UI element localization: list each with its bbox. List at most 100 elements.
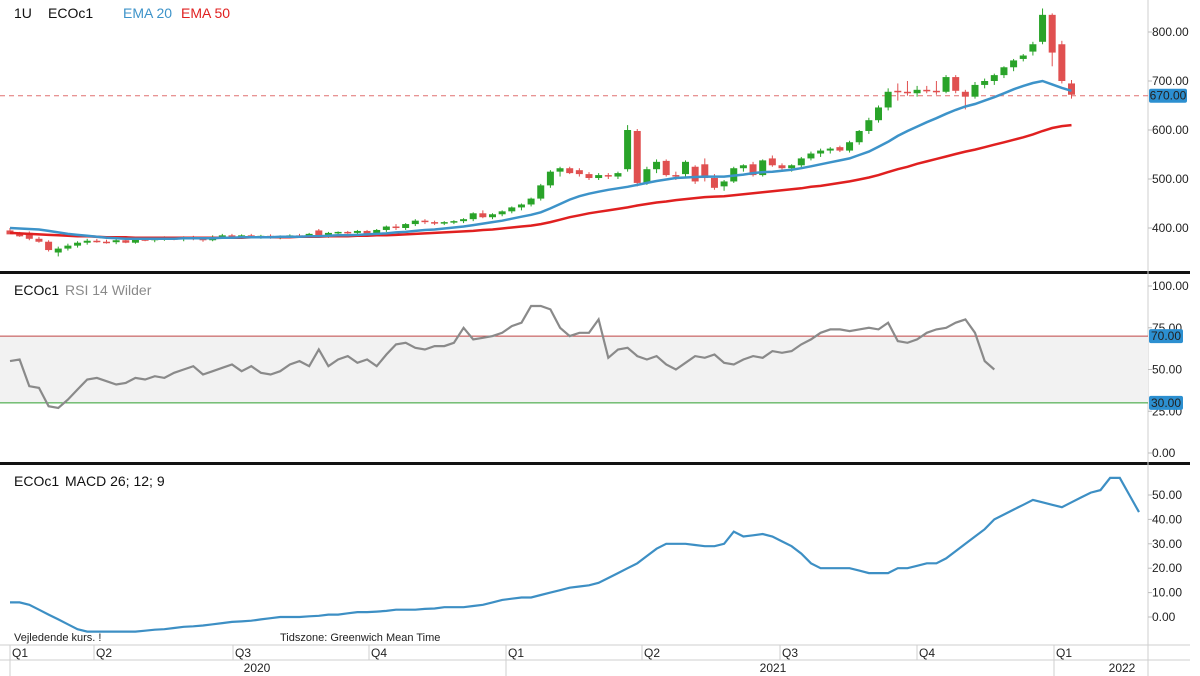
- ref-level-label: 670.00: [1150, 89, 1187, 103]
- candle-body: [74, 242, 82, 246]
- candle-body: [16, 234, 24, 237]
- macd-indicator-label[interactable]: MACD 26; 12; 9: [65, 473, 165, 489]
- candle: [836, 145, 844, 153]
- candle-body: [701, 164, 709, 179]
- candle-body: [508, 207, 516, 212]
- candle-body: [913, 89, 921, 94]
- candle: [1048, 13, 1056, 67]
- candle: [942, 75, 950, 94]
- macd-symbol-label[interactable]: ECOc1: [14, 473, 59, 489]
- candle-body: [363, 230, 371, 234]
- candle: [489, 213, 496, 220]
- candle-body: [903, 91, 911, 94]
- ema20-legend-label[interactable]: EMA 20: [123, 5, 172, 21]
- panel-divider: [0, 271, 1190, 274]
- candle: [508, 206, 516, 214]
- candle-body: [1058, 44, 1066, 81]
- candle-body: [83, 240, 91, 243]
- rsi-neutral-band: [0, 336, 1148, 403]
- candle-body: [64, 245, 72, 249]
- candle-body: [990, 75, 998, 81]
- macd-y-tick-label: 10.00: [1152, 586, 1182, 600]
- candle: [739, 164, 747, 172]
- candle-body: [469, 213, 477, 220]
- candle-body: [759, 160, 767, 176]
- candle-body: [546, 171, 554, 186]
- candle: [440, 221, 448, 226]
- candle: [1019, 54, 1027, 62]
- candle-body: [112, 240, 120, 243]
- candle: [903, 81, 911, 96]
- rsi-line: [9, 304, 996, 410]
- candle-body: [653, 161, 661, 170]
- rsi-symbol-label[interactable]: ECOc1: [14, 282, 59, 298]
- candle: [653, 159, 661, 174]
- quarter-label: Q4: [919, 646, 935, 660]
- symbol-label[interactable]: ECOc1: [48, 5, 93, 21]
- candle: [74, 241, 82, 248]
- rsi-y-tick-label: 0.00: [1152, 446, 1176, 460]
- candle: [93, 238, 101, 243]
- candle-body: [566, 168, 574, 174]
- candle: [546, 170, 554, 188]
- candle: [826, 147, 834, 154]
- candle-body: [489, 214, 496, 218]
- candle-body: [1000, 67, 1008, 76]
- candle: [855, 130, 863, 145]
- candle-body: [633, 130, 641, 183]
- candle: [54, 246, 62, 257]
- candle-body: [768, 158, 776, 166]
- candle-body: [884, 91, 892, 108]
- candle: [990, 73, 998, 85]
- price-panel: 400.00 500.00 600.00 700.00 800.00 670.00 1U…: [0, 0, 1189, 270]
- time-axis: Q1 Q2 Q3 Q4 Q1 Q2 Q3 Q4 Q1 2020 2021 2022: [9, 645, 1149, 676]
- candle-body: [1010, 60, 1018, 68]
- candle: [392, 224, 400, 230]
- candle-body: [961, 91, 969, 97]
- candle-body: [1019, 55, 1027, 59]
- candle: [759, 159, 767, 177]
- candle-body: [373, 229, 381, 234]
- macd-y-tick-label: 50.00: [1152, 488, 1182, 502]
- candle-body: [826, 148, 834, 151]
- candle-body: [875, 107, 882, 121]
- candle: [450, 220, 458, 225]
- quarter-label: Q2: [644, 646, 660, 660]
- candle-body: [797, 158, 805, 166]
- candle: [633, 129, 641, 187]
- candle: [575, 168, 583, 177]
- candle: [604, 173, 612, 179]
- candle: [1000, 66, 1008, 79]
- interval-label[interactable]: 1U: [14, 5, 32, 21]
- candle: [517, 203, 525, 211]
- ema50-legend-label[interactable]: EMA 50: [181, 5, 230, 21]
- candle-body: [624, 130, 632, 170]
- candle: [1010, 58, 1018, 72]
- candle-body: [392, 226, 400, 229]
- rsi-indicator-label[interactable]: RSI 14 Wilder: [65, 282, 152, 298]
- rsi-lower-badge: 30.00: [1149, 395, 1183, 410]
- candle: [421, 219, 429, 225]
- candle-body: [971, 84, 979, 97]
- candle: [1029, 41, 1037, 56]
- price-plot-area[interactable]: [0, 0, 1148, 270]
- macd-plot-area[interactable]: [0, 466, 1148, 644]
- candle: [344, 230, 352, 234]
- candle: [585, 172, 593, 180]
- quote-disclaimer: Vejledende kurs. !: [14, 632, 101, 644]
- candle: [402, 223, 410, 230]
- candle: [875, 105, 882, 123]
- macd-y-tick-label: 40.00: [1152, 512, 1182, 526]
- rsi-upper-label: 70.00: [1151, 329, 1181, 343]
- year-label: 2022: [1109, 661, 1136, 675]
- candle-body: [682, 161, 689, 175]
- price-y-tick-label: 700.00: [1152, 74, 1189, 88]
- candle: [1058, 40, 1066, 84]
- candle: [720, 179, 728, 191]
- candle: [865, 117, 873, 134]
- candle: [527, 197, 535, 207]
- year-label: 2021: [760, 661, 787, 675]
- candle-body: [93, 240, 101, 243]
- rsi-upper-badge: 70.00: [1149, 329, 1183, 344]
